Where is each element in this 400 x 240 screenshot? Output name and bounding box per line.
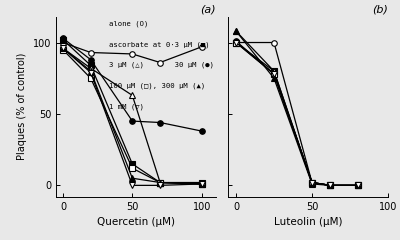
Text: (b): (b) [372,5,388,15]
Text: ascorbate at 0·3 μM (■): ascorbate at 0·3 μM (■) [109,41,209,48]
X-axis label: Luteolin (μM): Luteolin (μM) [274,217,342,227]
Text: alone (O): alone (O) [109,20,148,27]
Text: (a): (a) [200,5,216,15]
X-axis label: Quercetin (μM): Quercetin (μM) [97,217,175,227]
Text: 3 μM (△)       30 μM (●): 3 μM (△) 30 μM (●) [109,62,214,68]
Text: 100 μM (□), 300 μM (▲): 100 μM (□), 300 μM (▲) [109,83,205,89]
Y-axis label: Plaques (% of control): Plaques (% of control) [17,53,27,161]
Text: 1 mM (▽): 1 mM (▽) [109,103,144,110]
